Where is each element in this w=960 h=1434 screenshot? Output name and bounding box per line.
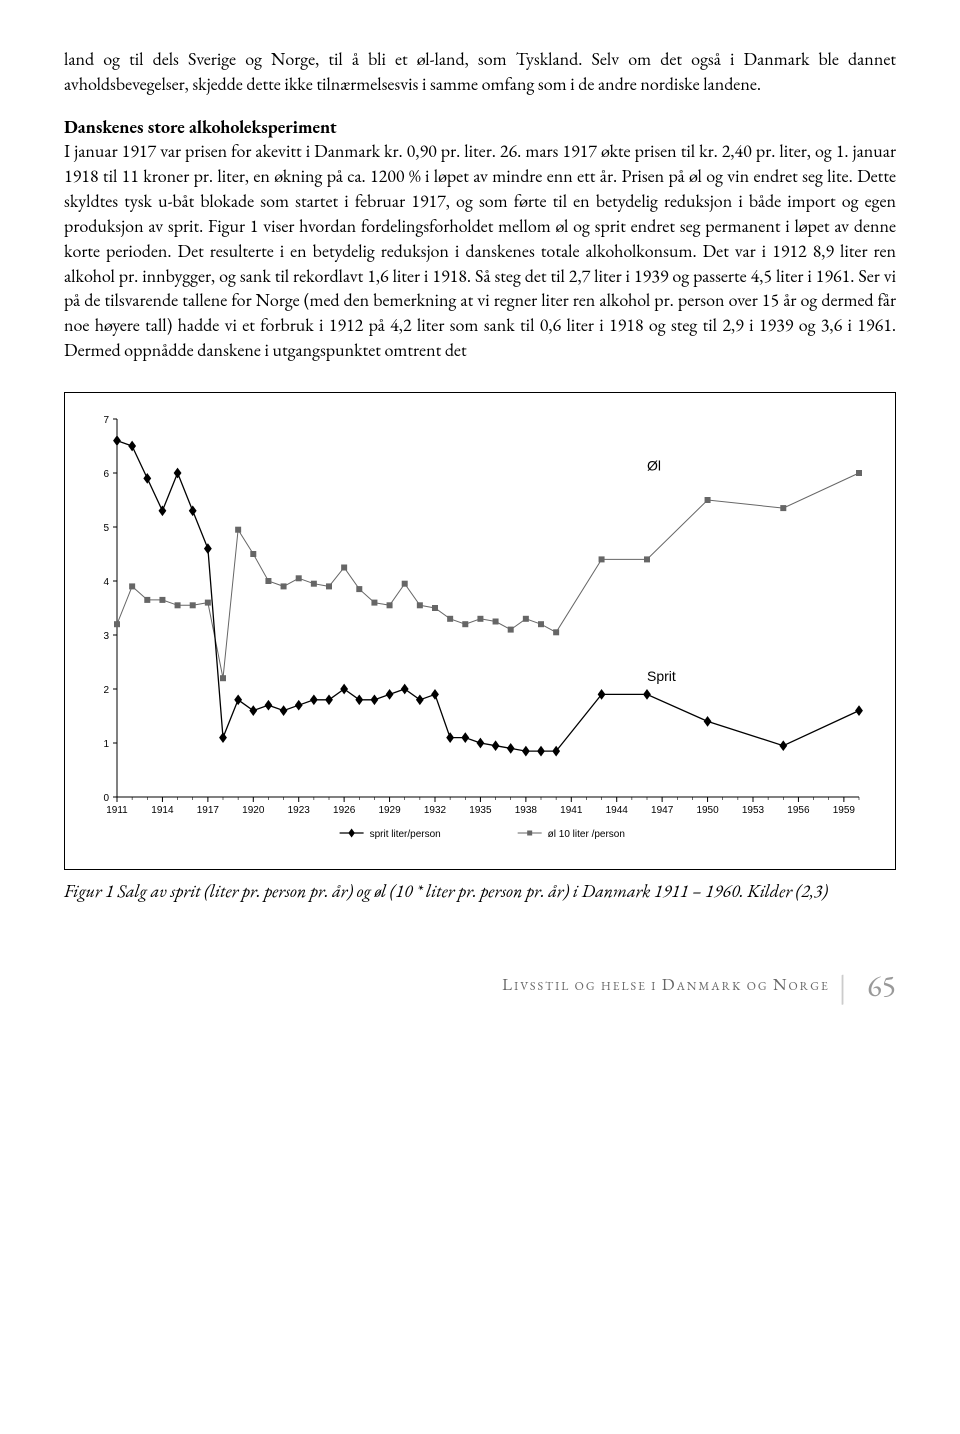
footer-separator: |	[839, 966, 849, 1005]
svg-text:1938: 1938	[515, 805, 538, 816]
intro-paragraph: land og til dels Sverige og Norge, til å…	[64, 48, 896, 98]
svg-text:1914: 1914	[151, 805, 174, 816]
svg-text:4: 4	[103, 577, 109, 588]
svg-text:0: 0	[103, 793, 109, 804]
section-body-text: I januar 1917 var prisen for akevitt i D…	[64, 140, 896, 362]
svg-text:1956: 1956	[787, 805, 810, 816]
svg-text:1932: 1932	[424, 805, 447, 816]
running-title: Livsstil og helse i Danmark og Norge	[502, 977, 830, 995]
svg-text:1953: 1953	[742, 805, 765, 816]
page-number: 65	[867, 966, 896, 1005]
svg-text:1929: 1929	[378, 805, 401, 816]
figure-1-chart: 0 1 2 3 4 5 6 7 1911 1914 1917 1920 1923 1926 1929 1932…	[64, 392, 896, 870]
svg-text:1926: 1926	[333, 805, 356, 816]
section-heading: Danskenes store alkoholeksperiment	[64, 116, 337, 139]
section-body: Danskenes store alkoholeksperiment I jan…	[64, 116, 896, 364]
svg-text:1: 1	[103, 739, 109, 750]
svg-text:1941: 1941	[560, 805, 583, 816]
svg-text:Øl: Øl	[647, 457, 661, 473]
chart-svg: 0 1 2 3 4 5 6 7 1911 1914 1917 1920 1923 1926 1929 1932…	[83, 411, 873, 851]
svg-text:sprit liter/person: sprit liter/person	[370, 829, 441, 840]
svg-text:1959: 1959	[833, 805, 856, 816]
svg-text:1935: 1935	[469, 805, 492, 816]
svg-text:3: 3	[103, 631, 109, 642]
svg-text:1950: 1950	[696, 805, 719, 816]
svg-text:1923: 1923	[288, 805, 311, 816]
svg-text:2: 2	[103, 685, 109, 696]
svg-text:7: 7	[103, 415, 109, 426]
page-footer: Livsstil og helse i Danmark og Norge | 6…	[64, 965, 896, 1006]
svg-text:1947: 1947	[651, 805, 674, 816]
svg-text:1920: 1920	[242, 805, 265, 816]
svg-text:5: 5	[103, 523, 109, 534]
svg-text:1944: 1944	[606, 805, 629, 816]
figure-1-caption: Figur 1 Salg av sprit (liter pr. person …	[64, 880, 896, 905]
svg-text:øl 10 liter /person: øl 10 liter /person	[548, 829, 625, 840]
svg-text:Sprit: Sprit	[647, 668, 676, 684]
svg-text:1917: 1917	[197, 805, 220, 816]
svg-text:6: 6	[103, 469, 109, 480]
svg-text:1911: 1911	[106, 805, 128, 816]
